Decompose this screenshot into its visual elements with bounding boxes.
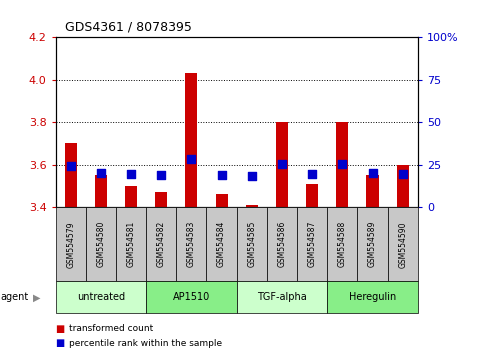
Text: GDS4361 / 8078395: GDS4361 / 8078395 [65, 21, 192, 34]
Text: TGF-alpha: TGF-alpha [257, 292, 307, 302]
Bar [146, 281, 237, 313]
Text: GSM554582: GSM554582 [156, 221, 166, 267]
Bar [297, 207, 327, 281]
Bar [56, 207, 86, 281]
Text: Heregulin: Heregulin [349, 292, 396, 302]
Point [97, 170, 105, 176]
Point [399, 171, 407, 176]
Bar [246, 205, 258, 207]
Bar [276, 122, 288, 207]
Point [248, 173, 256, 179]
Bar [56, 281, 146, 313]
Point [157, 172, 165, 178]
Point [339, 161, 346, 167]
Text: GSM554589: GSM554589 [368, 221, 377, 268]
Bar [357, 207, 388, 281]
Bar [327, 281, 418, 313]
Bar [237, 207, 267, 281]
Bar [176, 207, 207, 281]
Point [369, 170, 376, 176]
Bar [215, 194, 227, 207]
Point [308, 171, 316, 177]
Text: GSM554585: GSM554585 [247, 221, 256, 268]
Point [218, 172, 226, 177]
Text: GSM554584: GSM554584 [217, 221, 226, 268]
Text: untreated: untreated [77, 292, 125, 302]
Bar [116, 207, 146, 281]
Bar [207, 207, 237, 281]
Text: percentile rank within the sample: percentile rank within the sample [69, 339, 222, 348]
Text: ■: ■ [56, 324, 65, 333]
Text: agent: agent [0, 292, 28, 302]
Bar [306, 184, 318, 207]
Text: GSM554587: GSM554587 [308, 221, 317, 268]
Text: ▶: ▶ [33, 292, 41, 302]
Bar [65, 143, 77, 207]
Bar [388, 207, 418, 281]
Bar [327, 207, 357, 281]
Bar [237, 281, 327, 313]
Text: ■: ■ [56, 338, 65, 348]
Text: AP1510: AP1510 [173, 292, 210, 302]
Text: GSM554590: GSM554590 [398, 221, 407, 268]
Bar [336, 122, 348, 207]
Point [187, 156, 195, 161]
Text: transformed count: transformed count [69, 324, 153, 333]
Point [67, 163, 74, 169]
Text: GSM554583: GSM554583 [187, 221, 196, 268]
Bar [155, 192, 167, 207]
Bar [397, 165, 409, 207]
Bar [95, 175, 107, 207]
Point [127, 171, 135, 177]
Bar [267, 207, 297, 281]
Text: GSM554581: GSM554581 [127, 221, 136, 267]
Bar [367, 175, 379, 207]
Point [278, 161, 286, 167]
Bar [86, 207, 116, 281]
Text: GSM554586: GSM554586 [277, 221, 286, 268]
Bar [185, 73, 198, 207]
Text: GSM554579: GSM554579 [66, 221, 75, 268]
Text: GSM554588: GSM554588 [338, 221, 347, 267]
Bar [146, 207, 176, 281]
Bar [125, 186, 137, 207]
Text: GSM554580: GSM554580 [96, 221, 105, 268]
